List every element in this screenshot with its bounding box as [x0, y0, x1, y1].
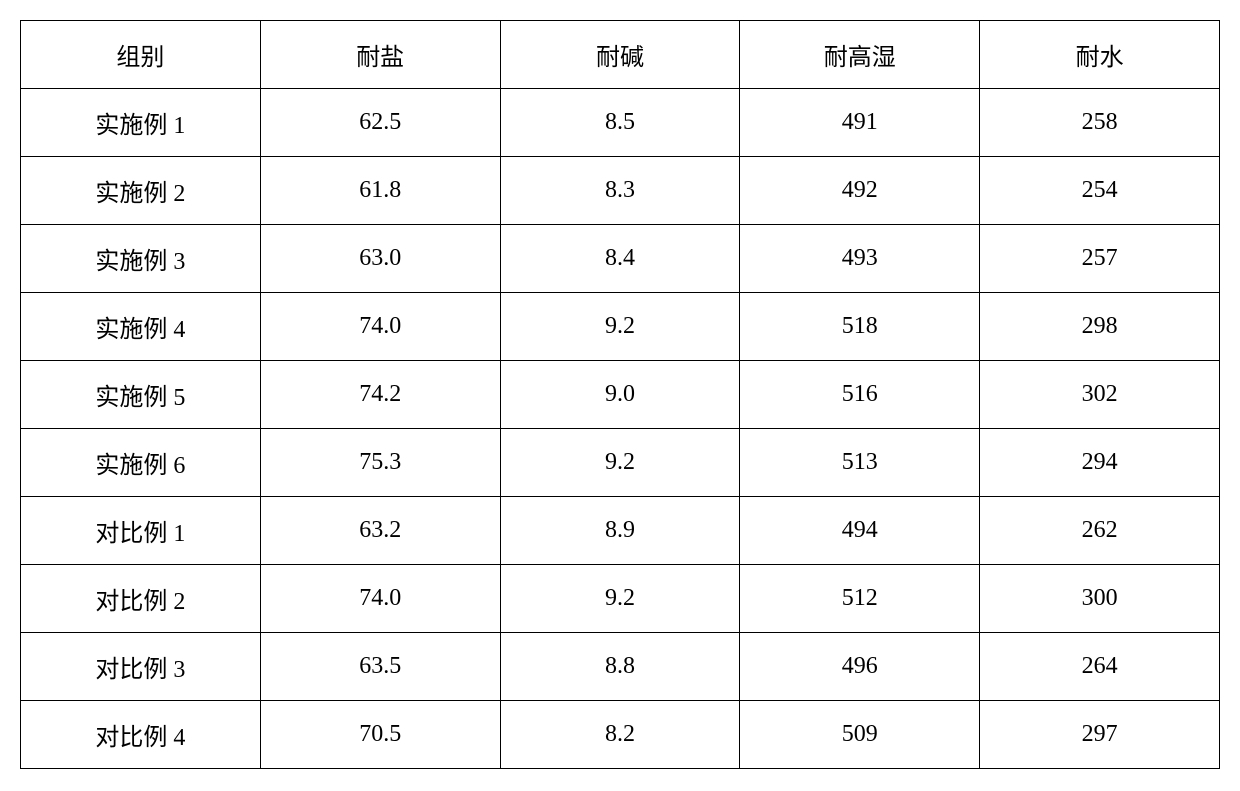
cell-value: 294	[980, 429, 1220, 497]
cell-group-label: 对比例 2	[21, 565, 261, 633]
cell-value: 496	[740, 633, 980, 701]
cell-value: 63.5	[260, 633, 500, 701]
cell-value: 63.2	[260, 497, 500, 565]
cell-value: 8.8	[500, 633, 740, 701]
cell-value: 516	[740, 361, 980, 429]
cell-value: 297	[980, 701, 1220, 769]
cell-value: 491	[740, 89, 980, 157]
column-header-group: 组别	[21, 21, 261, 89]
cell-value: 62.5	[260, 89, 500, 157]
table-row: 对比例 1 63.2 8.9 494 262	[21, 497, 1220, 565]
cell-value: 75.3	[260, 429, 500, 497]
cell-group-label: 实施例 1	[21, 89, 261, 157]
cell-value: 8.9	[500, 497, 740, 565]
cell-value: 9.0	[500, 361, 740, 429]
cell-value: 9.2	[500, 293, 740, 361]
cell-value: 74.0	[260, 565, 500, 633]
table-row: 实施例 6 75.3 9.2 513 294	[21, 429, 1220, 497]
table-row: 实施例 2 61.8 8.3 492 254	[21, 157, 1220, 225]
cell-value: 9.2	[500, 429, 740, 497]
cell-value: 257	[980, 225, 1220, 293]
cell-value: 509	[740, 701, 980, 769]
cell-group-label: 实施例 5	[21, 361, 261, 429]
cell-group-label: 实施例 2	[21, 157, 261, 225]
cell-value: 9.2	[500, 565, 740, 633]
cell-value: 63.0	[260, 225, 500, 293]
cell-group-label: 实施例 4	[21, 293, 261, 361]
cell-group-label: 对比例 1	[21, 497, 261, 565]
cell-value: 61.8	[260, 157, 500, 225]
cell-value: 518	[740, 293, 980, 361]
column-header-alkali: 耐碱	[500, 21, 740, 89]
cell-value: 298	[980, 293, 1220, 361]
cell-value: 70.5	[260, 701, 500, 769]
table-container: 组别 耐盐 耐碱 耐高湿 耐水 实施例 1 62.5 8.5 491 258 实…	[20, 20, 1220, 769]
table-row: 实施例 1 62.5 8.5 491 258	[21, 89, 1220, 157]
cell-value: 264	[980, 633, 1220, 701]
cell-value: 492	[740, 157, 980, 225]
cell-value: 302	[980, 361, 1220, 429]
cell-group-label: 对比例 4	[21, 701, 261, 769]
cell-value: 262	[980, 497, 1220, 565]
cell-value: 512	[740, 565, 980, 633]
column-header-humidity: 耐高湿	[740, 21, 980, 89]
cell-group-label: 实施例 3	[21, 225, 261, 293]
cell-value: 74.2	[260, 361, 500, 429]
cell-value: 300	[980, 565, 1220, 633]
column-header-water: 耐水	[980, 21, 1220, 89]
column-header-salt: 耐盐	[260, 21, 500, 89]
cell-value: 493	[740, 225, 980, 293]
cell-group-label: 实施例 6	[21, 429, 261, 497]
cell-value: 513	[740, 429, 980, 497]
table-row: 对比例 2 74.0 9.2 512 300	[21, 565, 1220, 633]
data-table: 组别 耐盐 耐碱 耐高湿 耐水 实施例 1 62.5 8.5 491 258 实…	[20, 20, 1220, 769]
cell-value: 8.5	[500, 89, 740, 157]
table-row: 实施例 4 74.0 9.2 518 298	[21, 293, 1220, 361]
cell-value: 254	[980, 157, 1220, 225]
table-row: 对比例 4 70.5 8.2 509 297	[21, 701, 1220, 769]
cell-value: 258	[980, 89, 1220, 157]
cell-group-label: 对比例 3	[21, 633, 261, 701]
table-row: 对比例 3 63.5 8.8 496 264	[21, 633, 1220, 701]
cell-value: 494	[740, 497, 980, 565]
cell-value: 8.3	[500, 157, 740, 225]
cell-value: 8.4	[500, 225, 740, 293]
table-row: 实施例 5 74.2 9.0 516 302	[21, 361, 1220, 429]
table-header-row: 组别 耐盐 耐碱 耐高湿 耐水	[21, 21, 1220, 89]
table-row: 实施例 3 63.0 8.4 493 257	[21, 225, 1220, 293]
cell-value: 74.0	[260, 293, 500, 361]
cell-value: 8.2	[500, 701, 740, 769]
